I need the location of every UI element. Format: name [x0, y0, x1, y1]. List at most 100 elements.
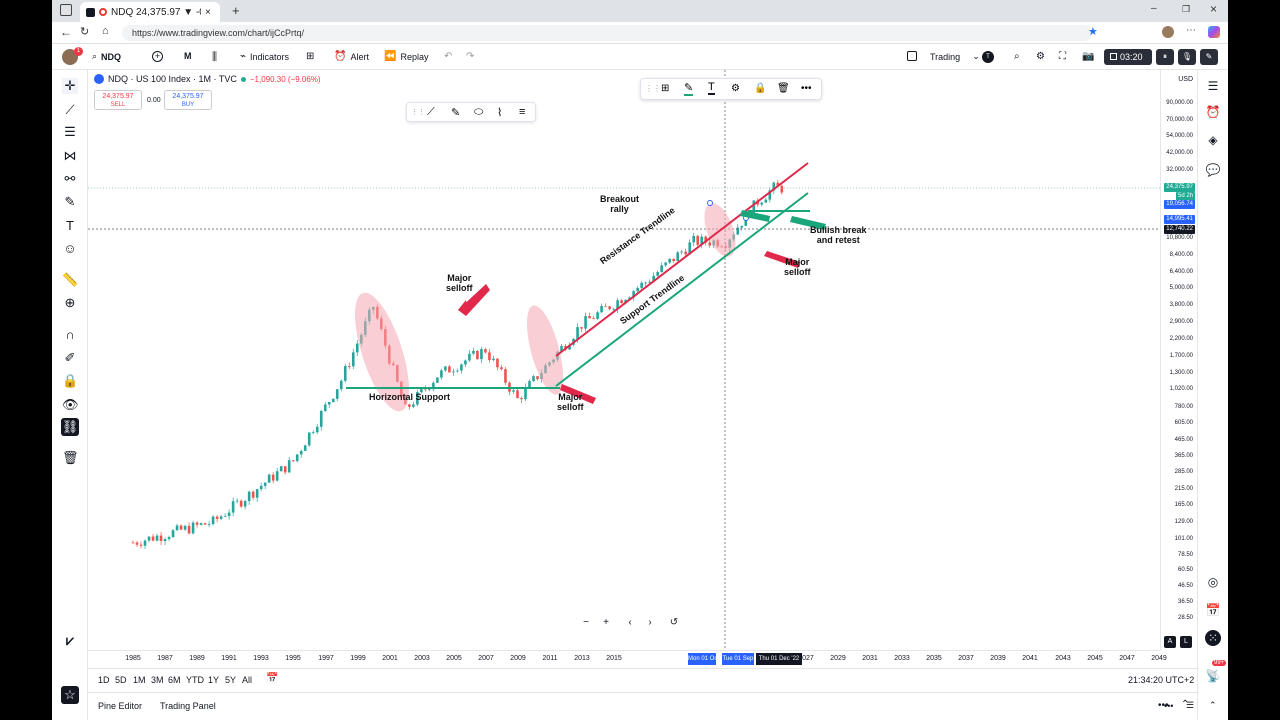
broker-icon[interactable]: T: [982, 51, 994, 63]
range-1d[interactable]: 1D: [98, 675, 110, 685]
ruler-tool-icon[interactable]: 📏: [62, 272, 79, 287]
fullscreen-icon[interactable]: ⛶: [1059, 51, 1066, 62]
brush-tool-icon[interactable]: ✎: [64, 194, 76, 209]
time-scale[interactable]: 1985 1987 1989 1991 1993 1995 1997 1999 2001 2003…: [88, 650, 1167, 668]
range-5d[interactable]: 5D: [115, 675, 127, 685]
new-tab-icon[interactable]: +: [232, 3, 240, 18]
sell-button[interactable]: 24,375.97 SELL: [94, 90, 142, 110]
alert-button[interactable]: ⏰ Alert: [334, 51, 369, 62]
lock-icon[interactable]: 🔒: [754, 83, 767, 94]
maximize-panel-icon[interactable]: ⌃: [1181, 699, 1190, 710]
stay-drawing-icon[interactable]: ✐: [64, 350, 76, 365]
fib-tool-icon[interactable]: ☰: [64, 124, 76, 139]
home-icon[interactable]: ⌂: [102, 25, 109, 37]
settings-icon[interactable]: ⚙: [1036, 51, 1045, 62]
log-scale-button[interactable]: L: [1180, 636, 1192, 648]
restore-icon[interactable]: ❐: [1182, 4, 1191, 14]
hide-drawings-icon[interactable]: 👁: [62, 397, 79, 412]
undo-icon[interactable]: ↶: [444, 51, 453, 62]
bookmark-star-icon[interactable]: ★: [1088, 26, 1098, 38]
quick-search-icon[interactable]: ⌕: [1014, 51, 1020, 62]
alerts-clock-icon[interactable]: ⏰: [1205, 105, 1221, 119]
more-options-icon[interactable]: •••: [801, 83, 812, 94]
date-range-icon[interactable]: 📅: [266, 673, 279, 684]
trading-panel-tab[interactable]: Trading Panel: [160, 701, 216, 711]
indicators-button[interactable]: ⌁ Indicators: [240, 51, 289, 62]
range-1y[interactable]: 1Y: [208, 675, 220, 685]
camera-icon[interactable]: 📷: [1082, 51, 1095, 62]
trash-icon[interactable]: 🗑: [62, 450, 79, 465]
recording-timer[interactable]: 03:20: [1104, 49, 1152, 65]
tray-more-icon[interactable]: •••: [1164, 701, 1174, 711]
reload-icon[interactable]: ↻: [80, 26, 90, 38]
range-3m[interactable]: 3M: [151, 675, 164, 685]
layers-icon[interactable]: ◈: [1208, 133, 1218, 147]
range-5y[interactable]: 5Y: [225, 675, 237, 685]
link-icon[interactable]: ⛓: [61, 418, 79, 436]
text-color-icon[interactable]: T: [708, 81, 715, 95]
range-6m[interactable]: 6M: [168, 675, 181, 685]
interval-button[interactable]: M: [184, 51, 192, 61]
profile-avatar[interactable]: [1162, 26, 1174, 38]
layout-icon[interactable]: [907, 51, 917, 61]
redo-icon[interactable]: ↷: [466, 51, 475, 62]
template-icon[interactable]: ⊞: [661, 83, 670, 94]
crosshair-icon[interactable]: ✛: [62, 78, 78, 94]
calendar-icon[interactable]: 📅: [1205, 603, 1221, 617]
range-ytd[interactable]: YTD: [186, 675, 204, 685]
pine-editor-tab[interactable]: Pine Editor: [98, 701, 143, 711]
chat-icon[interactable]: 💬: [1205, 163, 1221, 177]
ellipse-tool-icon[interactable]: ⬭: [474, 106, 484, 118]
close-window-icon[interactable]: ×: [1210, 2, 1218, 16]
auto-scale-button[interactable]: A: [1164, 636, 1176, 648]
chart-type-icon[interactable]: ⫼: [212, 51, 218, 63]
range-1m[interactable]: 1M: [133, 675, 146, 685]
tray-expand-icon[interactable]: ⌃: [1209, 700, 1217, 710]
legend-title[interactable]: NDQ · US 100 Index · 1M · TVC: [108, 74, 237, 84]
zoom-in-tool-icon[interactable]: ⊕: [64, 295, 76, 310]
pattern-tool-icon[interactable]: ⋈: [63, 148, 77, 163]
minimize-icon[interactable]: –: [1151, 3, 1157, 14]
clock-readout[interactable]: 21:34:20 UTC+2: [1128, 675, 1195, 685]
trading-menu[interactable]: Trading ⌄: [930, 51, 980, 62]
magnet-tool-icon[interactable]: ∩: [65, 327, 75, 342]
window-menu-icon[interactable]: [60, 4, 72, 16]
back-icon[interactable]: ←: [60, 25, 72, 39]
text-tool-icon[interactable]: T: [66, 218, 74, 233]
drag-handle-icon[interactable]: ⋮⋮: [645, 84, 661, 93]
apps-grid-icon[interactable]: ⁙: [1205, 630, 1221, 646]
line-color-icon[interactable]: ✎: [684, 82, 694, 96]
reset-chart-button[interactable]: ↺: [669, 617, 679, 628]
pen-record-icon[interactable]: ✎: [1200, 49, 1218, 65]
trendline-tool-icon[interactable]: ⟋: [65, 102, 75, 117]
watchlist-icon[interactable]: ☰: [1207, 79, 1219, 93]
zoom-in-button[interactable]: +: [603, 617, 609, 628]
forecast-tool-icon[interactable]: ⚯: [64, 171, 76, 186]
currency-label[interactable]: USD: [1178, 76, 1193, 83]
browser-tab[interactable]: NDQ 24,375.97 ▼ -0.52% Tr... ×: [80, 2, 220, 22]
broadcast-icon[interactable]: 📡: [1205, 669, 1221, 683]
scroll-left-button[interactable]: ‹: [628, 617, 632, 628]
drag-handle-icon[interactable]: ⋮⋮: [411, 109, 425, 116]
brush-icon[interactable]: ✎: [451, 107, 461, 119]
chart-canvas[interactable]: [88, 70, 1160, 650]
tab-close-icon[interactable]: ×: [205, 6, 211, 18]
replay-button[interactable]: ⏪ Replay: [384, 51, 428, 62]
url-field[interactable]: https://www.tradingview.com/chart/ijCcPr…: [122, 25, 1092, 41]
parallel-channel-icon[interactable]: ≡: [519, 106, 526, 118]
trendline-anchor[interactable]: [707, 200, 713, 206]
path-tool-icon[interactable]: ⌇: [497, 107, 503, 119]
range-all[interactable]: All: [242, 675, 253, 685]
lock-drawings-icon[interactable]: 🔒: [62, 373, 79, 388]
symbol-search[interactable]: ⌕ NDQ: [92, 51, 121, 62]
delete-icon[interactable]: 🗑: [777, 83, 790, 94]
ray-tool-icon[interactable]: ⟋: [427, 106, 435, 118]
extensions-icon[interactable]: ⋯: [1186, 25, 1196, 36]
copilot-icon[interactable]: [1208, 26, 1220, 38]
compare-button[interactable]: +: [152, 51, 163, 62]
microphone-icon[interactable]: 🎙: [1178, 49, 1196, 65]
emoji-tool-icon[interactable]: ☺: [63, 241, 77, 256]
pulse-icon[interactable]: ◎: [1207, 575, 1219, 589]
more-panel-icon[interactable]: •••: [1158, 700, 1169, 711]
templates-icon[interactable]: ⊞: [306, 51, 315, 62]
